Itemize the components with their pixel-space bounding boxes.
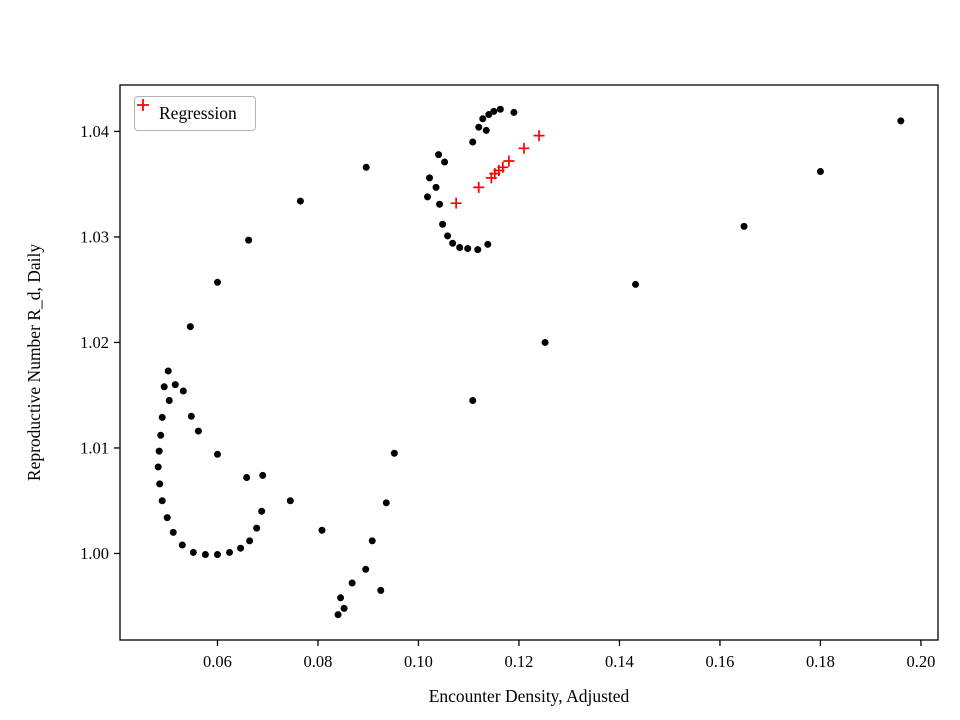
svg-text:0.12: 0.12: [505, 652, 534, 671]
axis-ticks: 0.06 0.08 0.10 0.12 0.14 0.16 0.18 0.20 1.00 1.01…: [80, 122, 935, 671]
svg-text:0.14: 0.14: [605, 652, 634, 671]
svg-text:1.04: 1.04: [80, 122, 109, 141]
svg-text:1.00: 1.00: [80, 544, 109, 563]
legend: Regression: [134, 96, 256, 131]
data-points: [154, 105, 905, 619]
legend-label: Regression: [159, 103, 237, 123]
plot-area-border: [119, 84, 939, 641]
svg-text:0.08: 0.08: [304, 652, 333, 671]
svg-text:0.06: 0.06: [203, 652, 232, 671]
svg-text:1.03: 1.03: [80, 227, 109, 246]
svg-text:0.20: 0.20: [906, 652, 935, 671]
svg-text:0.16: 0.16: [705, 652, 734, 671]
svg-text:1.01: 1.01: [80, 438, 109, 457]
svg-text:0.18: 0.18: [806, 652, 835, 671]
y-axis-label: Reproductive Number R_d, Daily: [24, 244, 44, 481]
svg-text:0.10: 0.10: [404, 652, 433, 671]
svg-text:1.02: 1.02: [80, 333, 109, 352]
x-axis-label: Encounter Density, Adjusted: [429, 686, 630, 706]
